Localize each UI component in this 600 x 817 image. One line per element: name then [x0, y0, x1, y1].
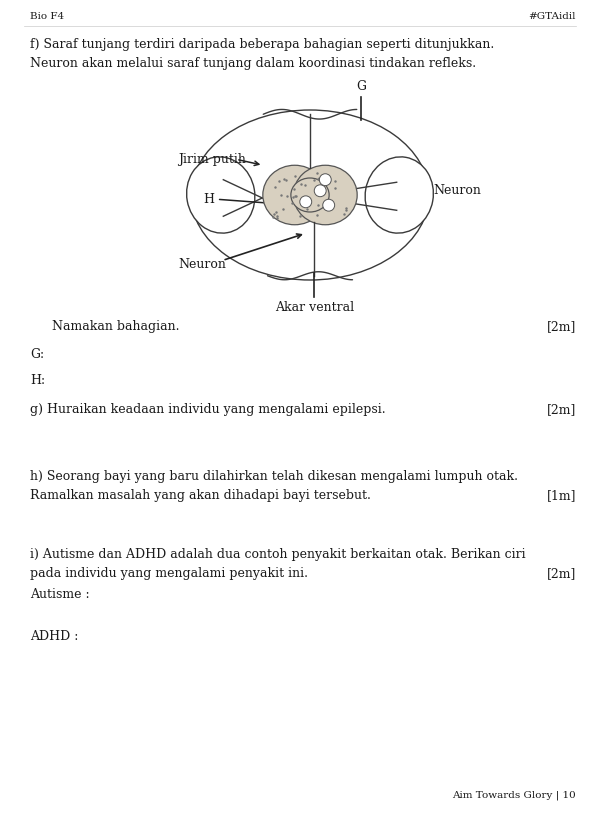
- Text: Aim Towards Glory | 10: Aim Towards Glory | 10: [452, 791, 576, 800]
- Text: Akar ventral: Akar ventral: [275, 301, 354, 314]
- Text: f) Saraf tunjang terdiri daripada beberapa bahagian seperti ditunjukkan.: f) Saraf tunjang terdiri daripada bebera…: [30, 38, 494, 51]
- Text: Neuron: Neuron: [433, 185, 481, 197]
- Text: Jirim putih: Jirim putih: [178, 153, 246, 166]
- Text: Namakan bahagian.: Namakan bahagian.: [40, 320, 179, 333]
- Circle shape: [314, 185, 326, 197]
- Text: Neuron: Neuron: [178, 258, 226, 271]
- Text: i) Autisme dan ADHD adalah dua contoh penyakit berkaitan otak. Berikan ciri: i) Autisme dan ADHD adalah dua contoh pe…: [30, 548, 526, 561]
- Text: Neuron akan melalui saraf tunjang dalam koordinasi tindakan refleks.: Neuron akan melalui saraf tunjang dalam …: [30, 57, 476, 70]
- Text: G:: G:: [30, 348, 44, 361]
- Text: Bio F4: Bio F4: [30, 12, 64, 21]
- Text: h) Seorang bayi yang baru dilahirkan telah dikesan mengalami lumpuh otak.: h) Seorang bayi yang baru dilahirkan tel…: [30, 470, 518, 483]
- Text: pada individu yang mengalami penyakit ini.: pada individu yang mengalami penyakit in…: [30, 567, 308, 580]
- Text: Ramalkan masalah yang akan dihadapi bayi tersebut.: Ramalkan masalah yang akan dihadapi bayi…: [30, 489, 371, 502]
- Text: g) Huraikan keadaan individu yang mengalami epilepsi.: g) Huraikan keadaan individu yang mengal…: [30, 403, 386, 416]
- Text: [2m]: [2m]: [547, 403, 576, 416]
- Text: H: H: [204, 193, 215, 206]
- Text: H:: H:: [30, 374, 45, 387]
- Text: [2m]: [2m]: [547, 567, 576, 580]
- Text: [2m]: [2m]: [547, 320, 576, 333]
- Ellipse shape: [291, 178, 329, 212]
- Text: ADHD :: ADHD :: [30, 630, 79, 643]
- Circle shape: [319, 174, 331, 185]
- Text: G: G: [356, 80, 366, 93]
- Text: [1m]: [1m]: [547, 489, 576, 502]
- Ellipse shape: [191, 110, 429, 280]
- Ellipse shape: [263, 165, 326, 225]
- Ellipse shape: [293, 165, 357, 225]
- Ellipse shape: [187, 157, 255, 233]
- Text: #GTAidil: #GTAidil: [529, 12, 576, 21]
- Circle shape: [300, 196, 312, 208]
- Circle shape: [323, 199, 335, 211]
- Text: Autisme :: Autisme :: [30, 588, 89, 601]
- Ellipse shape: [365, 157, 433, 233]
